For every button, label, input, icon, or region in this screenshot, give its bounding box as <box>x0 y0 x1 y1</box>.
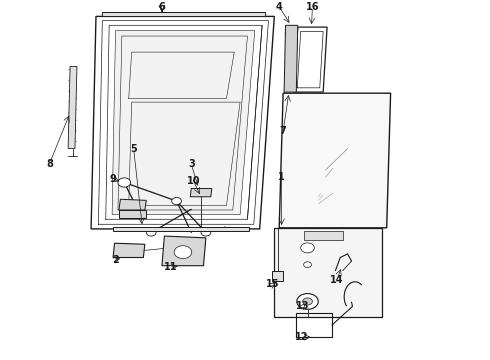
Polygon shape <box>112 31 255 215</box>
Text: 1: 1 <box>278 172 285 182</box>
Polygon shape <box>190 189 212 197</box>
Text: 4: 4 <box>276 2 283 12</box>
Polygon shape <box>113 227 249 231</box>
Text: 14: 14 <box>330 275 343 285</box>
Text: 2: 2 <box>112 255 119 265</box>
Text: 7: 7 <box>280 126 287 136</box>
Polygon shape <box>304 231 343 240</box>
Polygon shape <box>119 199 147 210</box>
Circle shape <box>172 198 181 204</box>
Polygon shape <box>119 210 147 218</box>
Text: 16: 16 <box>306 2 319 12</box>
Polygon shape <box>279 93 391 228</box>
Polygon shape <box>272 271 283 281</box>
Text: 3: 3 <box>188 159 195 169</box>
Text: 15: 15 <box>266 279 280 289</box>
Polygon shape <box>102 12 265 16</box>
Polygon shape <box>68 66 77 149</box>
Text: 11: 11 <box>164 262 177 272</box>
Polygon shape <box>91 16 274 229</box>
Text: 8: 8 <box>46 158 53 168</box>
Text: 9: 9 <box>110 174 117 184</box>
Circle shape <box>297 293 318 309</box>
Circle shape <box>301 243 315 253</box>
Polygon shape <box>113 243 145 257</box>
Text: 13: 13 <box>296 301 309 311</box>
Text: 6: 6 <box>159 2 165 12</box>
Circle shape <box>118 178 131 187</box>
Circle shape <box>174 246 192 258</box>
Polygon shape <box>294 27 327 92</box>
Polygon shape <box>162 236 206 266</box>
Circle shape <box>147 229 156 236</box>
Circle shape <box>201 229 211 236</box>
Circle shape <box>303 298 313 305</box>
Text: 5: 5 <box>130 144 137 154</box>
Polygon shape <box>284 25 298 92</box>
Text: 10: 10 <box>187 176 200 186</box>
Text: 12: 12 <box>294 332 308 342</box>
Circle shape <box>304 262 312 267</box>
Polygon shape <box>274 228 382 317</box>
